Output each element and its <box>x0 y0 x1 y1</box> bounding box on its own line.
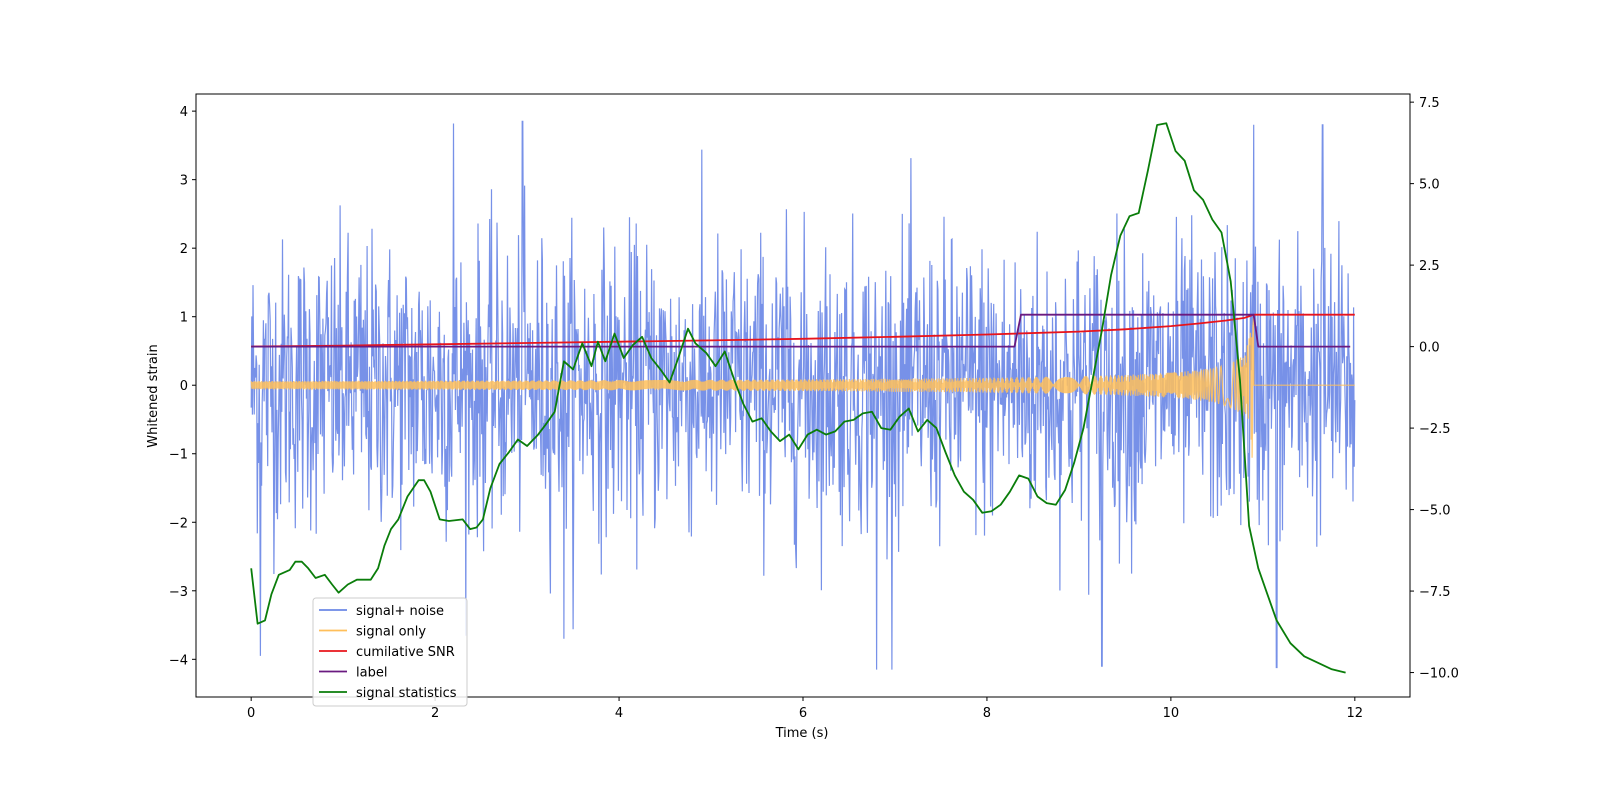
y2-tick-label: −2.5 <box>1419 422 1451 437</box>
y-tick-label: 0 <box>180 379 188 394</box>
y-axis-label: Whitened strain <box>146 344 161 447</box>
y2-tick-label: 0.0 <box>1419 341 1440 356</box>
x-tick-label: 6 <box>799 706 807 721</box>
label-line <box>251 313 1351 348</box>
legend-entry: signal+ noise <box>356 604 444 619</box>
y-axis-left: −4 −3 −2 −1 0 1 2 3 4 <box>169 105 196 668</box>
x-tick-label: 12 <box>1347 706 1364 721</box>
x-tick-label: 8 <box>983 706 991 721</box>
x-tick-label: 2 <box>431 706 439 721</box>
y-tick-label: 4 <box>180 105 188 120</box>
x-tick-label: 4 <box>615 706 623 721</box>
x-tick-label: 0 <box>247 706 255 721</box>
y-tick-label: 1 <box>180 311 188 326</box>
y-tick-label: 3 <box>180 174 188 189</box>
y2-tick-label: 5.0 <box>1419 178 1440 193</box>
signal-only-line <box>250 317 1355 458</box>
cumulative-snr-line <box>251 313 1355 348</box>
y2-tick-label: −7.5 <box>1419 585 1451 600</box>
y2-tick-label: −5.0 <box>1419 504 1451 519</box>
label-series <box>251 313 1351 348</box>
legend-entry: label <box>356 666 387 681</box>
y2-tick-label: −10.0 <box>1419 667 1459 682</box>
signal-only-series <box>250 317 1355 458</box>
legend: signal+ noise signal only cumilative SNR la… <box>312 597 468 707</box>
signal-statistics-line <box>250 122 1346 674</box>
legend-entry: cumilative SNR <box>356 645 455 660</box>
y-tick-label: −2 <box>169 516 188 531</box>
cumulative-snr-series <box>251 313 1355 348</box>
y2-tick-label: 2.5 <box>1419 259 1440 274</box>
x-axis: 0 2 4 6 8 10 12 <box>247 697 1363 721</box>
signal-statistics-series <box>250 122 1346 674</box>
legend-entry: signal only <box>356 625 426 640</box>
x-axis-label: Time (s) <box>775 726 829 741</box>
y2-tick-label: 7.5 <box>1419 96 1440 111</box>
x-tick-label: 10 <box>1163 706 1180 721</box>
legend-box <box>312 597 468 707</box>
y-tick-label: −4 <box>169 653 188 668</box>
y-axis-right: −10.0 −7.5 −5.0 −2.5 0.0 2.5 5.0 7.5 <box>1410 96 1459 682</box>
y-tick-label: −1 <box>169 448 188 463</box>
legend-entry: signal statistics <box>356 686 457 701</box>
y-tick-label: 2 <box>180 242 188 257</box>
y-tick-label: −3 <box>169 585 188 600</box>
